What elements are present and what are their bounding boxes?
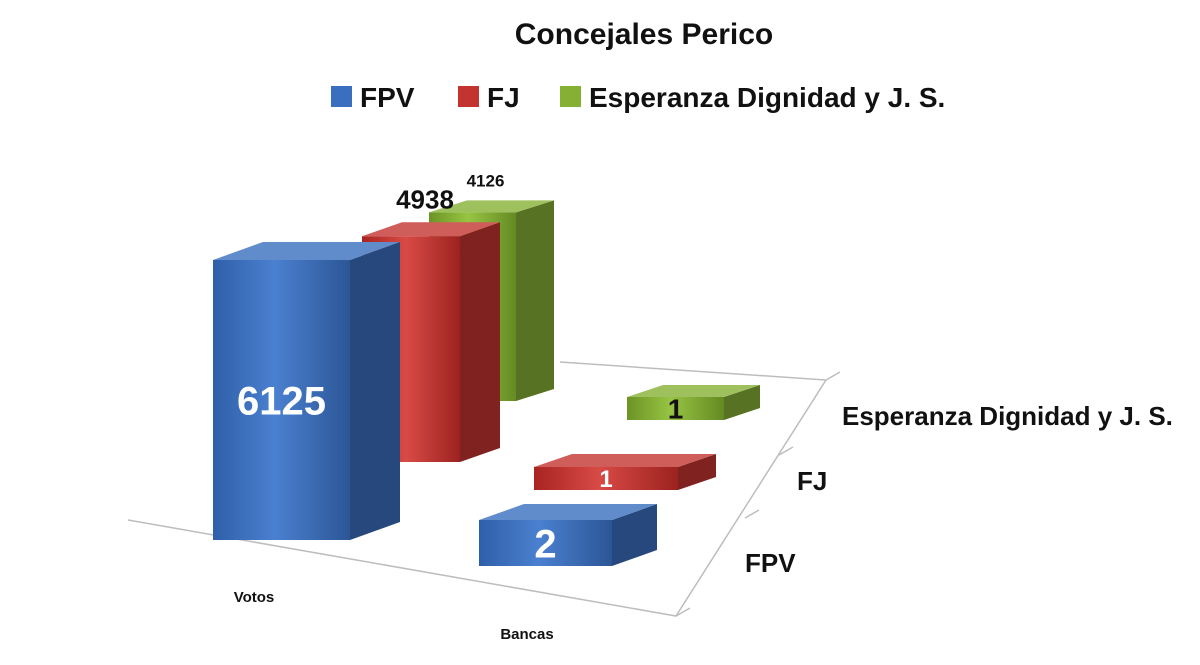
bar-front-face: [479, 520, 612, 566]
bar-fpv-votos: 6125: [213, 242, 400, 540]
depth-axis-tick: [675, 607, 691, 617]
legend-label-esperanza: Esperanza Dignidad y J. S.: [589, 82, 945, 113]
bar-side-face: [516, 200, 554, 401]
bar-top-face: [362, 222, 500, 237]
value-label-fpv-bancas: 2: [534, 522, 556, 566]
category-label-votos: Votos: [234, 589, 275, 606]
bar-side-face: [350, 242, 400, 540]
value-label-fj-votos: 4938: [396, 184, 454, 214]
bar-front-face: [534, 467, 678, 490]
bar-fj-bancas: 1: [534, 454, 716, 493]
legend-label-fj: FJ: [487, 82, 520, 113]
bar-top-face: [534, 454, 716, 467]
depth-axis-tick: [825, 371, 841, 381]
legend: FPV FJ Esperanza Dignidad y J. S.: [331, 82, 945, 113]
depth-axis-tick: [778, 446, 794, 456]
chart-title: Concejales Perico: [515, 18, 773, 51]
category-label-bancas: Bancas: [500, 626, 553, 643]
value-label-esperanza-votos: 4126: [467, 171, 505, 190]
bar-side-face: [678, 454, 716, 490]
bar-side-face: [724, 385, 760, 420]
bar-top-face: [213, 242, 400, 260]
bar-front-face: [213, 260, 350, 540]
floor: [127, 361, 841, 617]
depth-label-esperanza: Esperanza Dignidad y J. S.: [842, 401, 1173, 431]
value-label-esperanza-bancas: 1: [668, 394, 684, 425]
bar-side-face: [612, 504, 657, 566]
bar-fpv-bancas: 2: [479, 504, 657, 566]
legend-swatch-fj: [458, 86, 479, 107]
depth-label-fpv: FPV: [745, 548, 796, 578]
bar-top-face: [479, 504, 657, 520]
legend-label-fpv: FPV: [360, 82, 415, 113]
value-label-fj-bancas: 1: [599, 466, 612, 493]
bar-esperanza-bancas: 1: [627, 385, 760, 425]
depth-label-fj: FJ: [797, 466, 827, 496]
legend-swatch-esperanza: [560, 86, 581, 107]
bar-side-face: [460, 222, 500, 462]
value-label-fpv-votos: 6125: [237, 379, 326, 423]
bar-top-face: [627, 385, 760, 397]
depth-axis-tick: [744, 509, 760, 519]
legend-swatch-fpv: [331, 86, 352, 107]
bar-front-face: [627, 397, 724, 420]
bar-top-face: [429, 200, 554, 213]
floor-outline: [127, 361, 828, 617]
bars: 4126 1 4938 1 6125 2: [213, 171, 760, 566]
